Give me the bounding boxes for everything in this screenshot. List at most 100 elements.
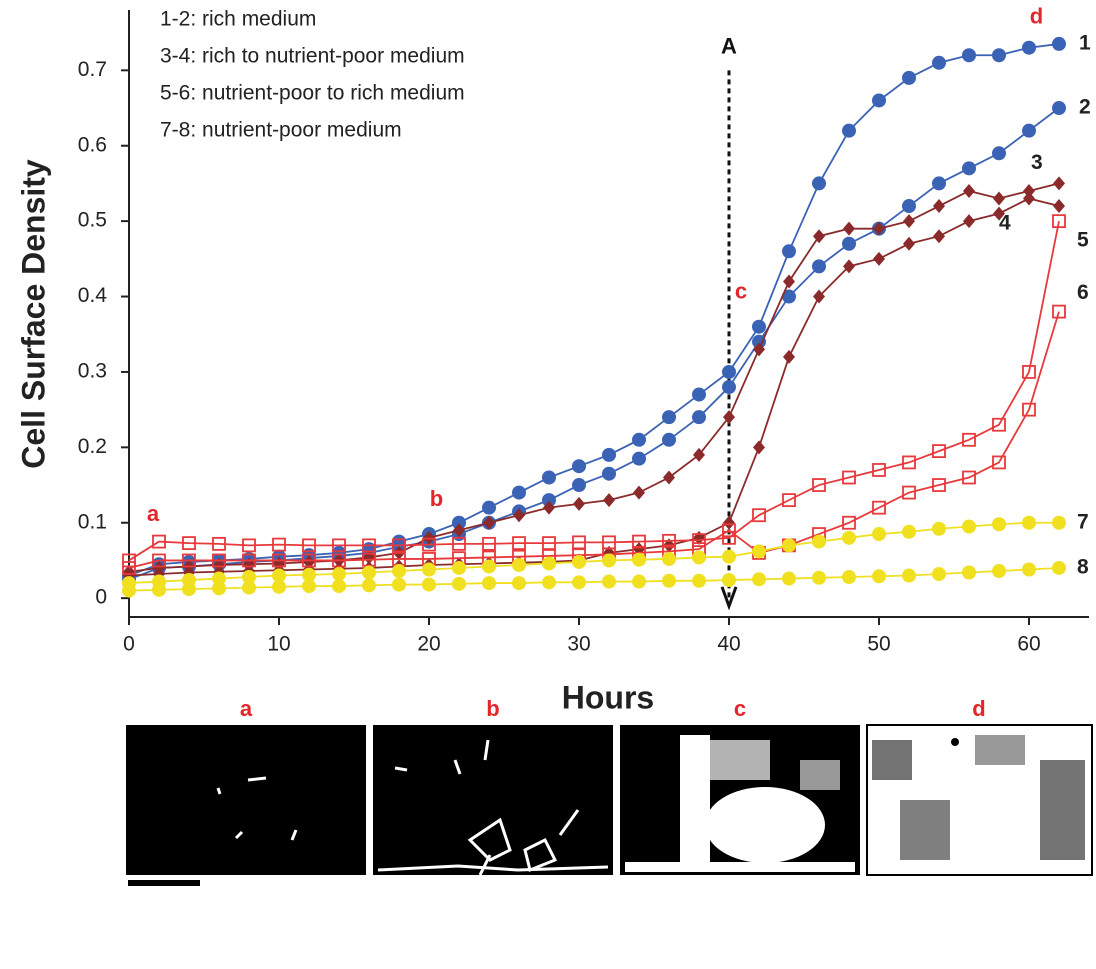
point — [452, 576, 466, 591]
y-tick-label: 0.1 — [78, 510, 107, 533]
micrograph-b — [373, 725, 613, 875]
point — [932, 521, 946, 536]
point — [1053, 176, 1065, 191]
point — [392, 577, 406, 592]
legend-text: 5-6: nutrient-poor to rich medium — [160, 82, 465, 105]
point — [632, 451, 646, 466]
point — [332, 567, 346, 582]
micrograph-d-cells — [872, 735, 1085, 860]
point — [1022, 402, 1036, 417]
x-tick-label: 10 — [267, 633, 290, 656]
point — [572, 554, 586, 569]
point — [992, 564, 1006, 579]
point — [302, 567, 316, 582]
point — [152, 534, 166, 549]
point — [962, 470, 976, 485]
y-tick-label: 0.7 — [78, 58, 107, 81]
point — [722, 530, 736, 545]
point — [933, 199, 945, 214]
point — [512, 557, 526, 572]
series-label: 7 — [1077, 510, 1089, 533]
point — [962, 565, 976, 580]
point — [573, 496, 585, 511]
point — [452, 560, 466, 575]
micrograph-c-cells — [625, 735, 855, 872]
point — [512, 536, 526, 551]
point — [902, 455, 916, 470]
point — [992, 517, 1006, 532]
series — [122, 560, 1066, 598]
legend-text: 7-8: nutrient-poor medium — [160, 119, 402, 142]
series-line — [128, 521, 1059, 584]
point — [1023, 191, 1035, 206]
point — [1022, 515, 1036, 530]
point — [783, 349, 795, 364]
point — [722, 573, 736, 588]
point — [152, 582, 166, 597]
point — [662, 551, 676, 566]
point — [753, 440, 765, 455]
point — [752, 572, 766, 587]
point — [602, 553, 616, 568]
point — [843, 259, 855, 274]
y-tick-label: 0.4 — [78, 284, 108, 307]
series-label: 3 — [1031, 151, 1043, 174]
point — [422, 577, 436, 592]
y-tick-label: 0.2 — [78, 435, 107, 458]
x-tick-label: 40 — [717, 633, 740, 656]
series — [123, 191, 1065, 583]
point — [872, 569, 886, 584]
point — [633, 485, 645, 500]
point — [872, 500, 886, 515]
point — [872, 463, 886, 477]
micrographs — [126, 724, 1093, 886]
point — [1052, 36, 1066, 51]
point — [663, 470, 675, 485]
x-axis-title: Hours — [562, 679, 654, 715]
point — [902, 199, 916, 214]
point — [1052, 515, 1066, 530]
point — [602, 574, 616, 589]
point — [872, 93, 886, 108]
point — [483, 515, 495, 530]
point — [693, 447, 705, 462]
point — [962, 519, 976, 534]
series-label: 6 — [1077, 281, 1089, 304]
point — [242, 580, 256, 595]
panel-label: a — [240, 696, 253, 721]
point — [632, 432, 646, 447]
point — [542, 556, 556, 571]
annotation: A — [721, 34, 737, 59]
point — [182, 553, 196, 568]
point — [1053, 199, 1065, 214]
point — [1052, 214, 1066, 229]
point — [902, 70, 916, 85]
point — [572, 459, 586, 474]
panel-label: c — [734, 696, 746, 721]
annotation: d — [1030, 3, 1043, 28]
x-tick-label: 50 — [867, 633, 890, 656]
series — [122, 101, 1066, 587]
point — [302, 553, 316, 568]
point — [302, 538, 316, 553]
y-axis-title: Cell Surface Density — [15, 159, 51, 469]
point — [242, 570, 256, 585]
x-tick-label: 20 — [417, 633, 440, 656]
point — [842, 530, 856, 545]
legend-text: 3-4: rich to nutrient-poor medium — [160, 45, 465, 68]
point — [962, 48, 976, 63]
point — [603, 493, 615, 508]
point — [212, 581, 226, 596]
series-line — [128, 107, 1060, 581]
point — [782, 571, 796, 586]
point — [812, 534, 826, 549]
point — [572, 575, 586, 590]
point — [992, 48, 1006, 63]
point — [182, 582, 196, 597]
point — [272, 579, 286, 594]
point — [872, 527, 886, 542]
point — [662, 573, 676, 588]
series-line — [128, 311, 1060, 569]
point — [842, 470, 856, 485]
point — [963, 183, 975, 198]
